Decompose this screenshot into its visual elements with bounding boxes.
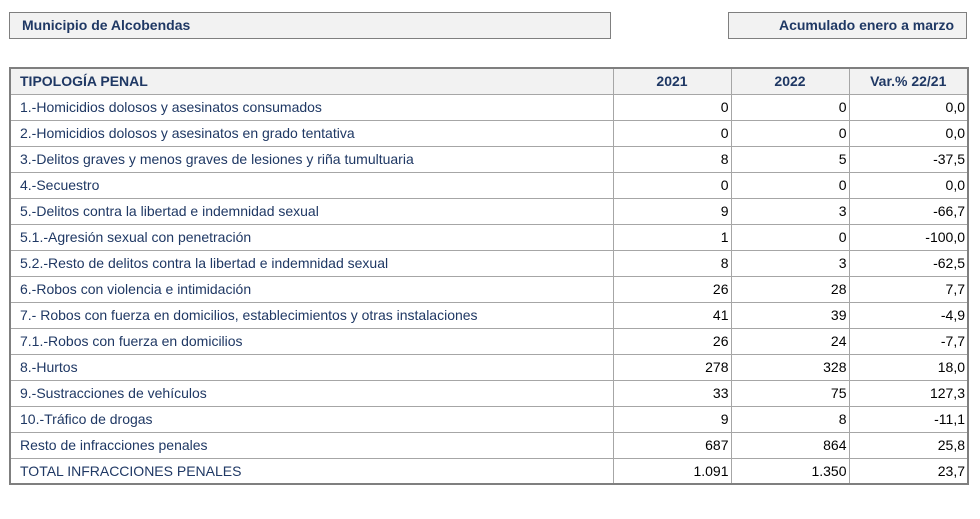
row-label: Resto de infracciones penales xyxy=(9,431,614,459)
value-variation: 0,0 xyxy=(848,171,969,199)
table-row: 7.- Robos con fuerza en domicilios, esta… xyxy=(9,301,969,329)
value-variation: -100,0 xyxy=(848,223,969,251)
table-row: 9.-Sustracciones de vehículos 33 75 127,3 xyxy=(9,379,969,407)
value-2021: 33 xyxy=(612,379,732,407)
value-2022: 3 xyxy=(730,249,850,277)
row-label: 3.-Delitos graves y menos graves de lesi… xyxy=(9,145,614,173)
table-row: 7.1.-Robos con fuerza en domicilios 26 24-… xyxy=(9,327,969,355)
table-row: 4.-Secuestro 0 0 0,0 xyxy=(9,171,969,199)
value-2021: 278 xyxy=(612,353,732,381)
row-label: 5.2.-Resto de delitos contra la libertad… xyxy=(9,249,614,277)
table-row: Resto de infracciones penales 687 864 25,8 xyxy=(9,431,969,459)
row-label: 7.1.-Robos con fuerza en domicilios xyxy=(9,327,614,355)
row-label: 6.-Robos con violencia e intimidación xyxy=(9,275,614,303)
value-variation: 0,0 xyxy=(848,119,969,147)
value-2021: 8 xyxy=(612,249,732,277)
row-label: 10.-Tráfico de drogas xyxy=(9,405,614,433)
row-label: 5.-Delitos contra la libertad e indemnid… xyxy=(9,197,614,225)
table-row: 10.-Tráfico de drogas 9 8 -11,1 xyxy=(9,405,969,433)
column-header-typology: TIPOLOGÍA PENAL xyxy=(9,67,614,95)
value-variation: 7,7 xyxy=(848,275,969,303)
value-variation: -7,7 xyxy=(848,327,969,355)
column-header-2021: 2021 xyxy=(612,67,732,95)
column-header-2022: 2022 xyxy=(730,67,850,95)
table-row: 5.2.-Resto de delitos contra la libertad… xyxy=(9,249,969,277)
value-2022: 0 xyxy=(730,119,850,147)
value-2022: 3 xyxy=(730,197,850,225)
value-variation: -62,5 xyxy=(848,249,969,277)
value-2021: 1 xyxy=(612,223,732,251)
value-2021: 9 xyxy=(612,405,732,433)
column-header-variation: Var.% 22/21 xyxy=(848,67,969,95)
value-2021: 9 xyxy=(612,197,732,225)
row-label: 5.1.-Agresión sexual con penetración xyxy=(9,223,614,251)
value-2022: 5 xyxy=(730,145,850,173)
table-row: 6.-Robos con violencia e intimidación 26 2… xyxy=(9,275,969,303)
row-label: 2.-Homicidios dolosos y asesinatos en gr… xyxy=(9,119,614,147)
value-variation: -11,1 xyxy=(848,405,969,433)
value-2021: 8 xyxy=(612,145,732,173)
value-2022: 28 xyxy=(730,275,850,303)
value-variation: -4,9 xyxy=(848,301,969,329)
value-variation: 25,8 xyxy=(848,431,969,459)
table-header-row: TIPOLOGÍA PENAL 2021 2022 Var.% 22/21 xyxy=(9,67,969,95)
value-2021: 41 xyxy=(612,301,732,329)
value-2022: 0 xyxy=(730,93,850,121)
value-2022: 328 xyxy=(730,353,850,381)
value-2022: 0 xyxy=(730,223,850,251)
value-2021: 1.091 xyxy=(612,457,732,485)
value-2022: 0 xyxy=(730,171,850,199)
value-2022: 24 xyxy=(730,327,850,355)
row-label: TOTAL INFRACCIONES PENALES xyxy=(9,457,614,485)
value-2022: 864 xyxy=(730,431,850,459)
row-label: 4.-Secuestro xyxy=(9,171,614,199)
value-2021: 0 xyxy=(612,171,732,199)
table-row: 1.-Homicidios dolosos y asesinatos consu… xyxy=(9,93,969,121)
table-row: 5.-Delitos contra la libertad e indemnid… xyxy=(9,197,969,225)
row-label: 8.-Hurtos xyxy=(9,353,614,381)
value-2021: 26 xyxy=(612,327,732,355)
value-variation: 127,3 xyxy=(848,379,969,407)
value-2022: 75 xyxy=(730,379,850,407)
value-variation: -66,7 xyxy=(848,197,969,225)
period-label: Acumulado enero a marzo xyxy=(728,12,967,39)
value-variation: 23,7 xyxy=(848,457,969,485)
value-2022: 1.350 xyxy=(730,457,850,485)
value-variation: -37,5 xyxy=(848,145,969,173)
value-variation: 0,0 xyxy=(848,93,969,121)
table-row: 8.-Hurtos 278 328 18,0 xyxy=(9,353,969,381)
value-2022: 8 xyxy=(730,405,850,433)
table-row: TOTAL INFRACCIONES PENALES 1.091 1.350 23,7 xyxy=(9,457,969,485)
value-variation: 18,0 xyxy=(848,353,969,381)
value-2021: 687 xyxy=(612,431,732,459)
value-2021: 0 xyxy=(612,119,732,147)
row-label: 9.-Sustracciones de vehículos xyxy=(9,379,614,407)
row-label: 7.- Robos con fuerza en domicilios, esta… xyxy=(9,301,614,329)
crime-statistics-table: TIPOLOGÍA PENAL 2021 2022 Var.% 22/21 1.… xyxy=(9,67,969,485)
row-label: 1.-Homicidios dolosos y asesinatos consu… xyxy=(9,93,614,121)
table-row: 5.1.-Agresión sexual con penetración 1 0 -1… xyxy=(9,223,969,251)
table-row: 2.-Homicidios dolosos y asesinatos en gr… xyxy=(9,119,969,147)
value-2022: 39 xyxy=(730,301,850,329)
table-row: 3.-Delitos graves y menos graves de lesi… xyxy=(9,145,969,173)
value-2021: 0 xyxy=(612,93,732,121)
value-2021: 26 xyxy=(612,275,732,303)
municipality-title: Municipio de Alcobendas xyxy=(9,12,611,39)
